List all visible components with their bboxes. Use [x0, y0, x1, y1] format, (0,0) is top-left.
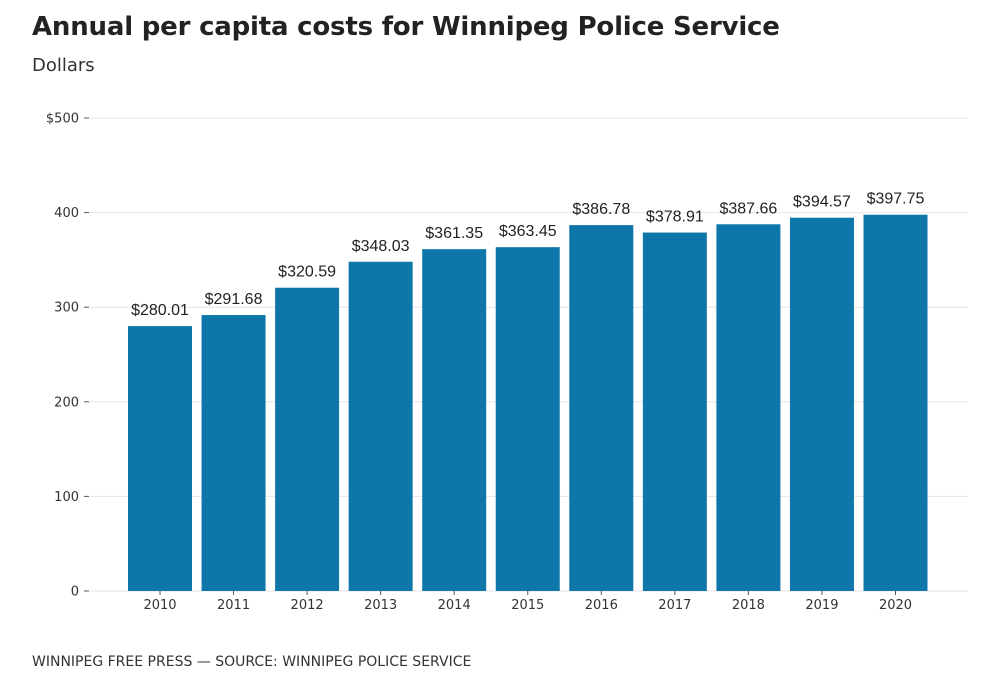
bar-2017	[642, 232, 707, 591]
bar-2016	[569, 225, 634, 591]
y-tick-label: 300	[54, 301, 79, 316]
x-tick-label-2020: 2020	[879, 598, 912, 613]
bar-2013	[348, 261, 413, 591]
data-label-2011: $291.68	[205, 291, 263, 308]
data-label-2015: $363.45	[499, 223, 557, 240]
bar-2015	[495, 247, 560, 591]
x-tick-label-2015: 2015	[511, 598, 544, 613]
bar-2011	[201, 315, 266, 591]
x-tick-label-2014: 2014	[438, 598, 471, 613]
data-label-2016: $386.78	[572, 201, 630, 218]
x-tick-label-2017: 2017	[658, 598, 691, 613]
chart-title: Annual per capita costs for Winnipeg Pol…	[32, 12, 780, 42]
x-tick-label-2018: 2018	[732, 598, 765, 613]
data-label-2019: $394.57	[793, 194, 851, 211]
x-tick-label-2019: 2019	[805, 598, 838, 613]
y-tick-label: 400	[54, 206, 79, 221]
y-tick-label: 0	[71, 585, 79, 600]
bar-2018	[716, 224, 781, 592]
x-tick-label-2013: 2013	[364, 598, 397, 613]
y-tick-label: 100	[54, 490, 79, 505]
bar-2012	[275, 287, 340, 591]
x-tick-label-2016: 2016	[585, 598, 618, 613]
data-label-2014: $361.35	[425, 225, 483, 242]
data-label-2010: $280.01	[131, 302, 189, 319]
y-tick-label: 200	[54, 395, 79, 410]
x-tick-label-2010: 2010	[143, 598, 176, 613]
data-label-2020: $397.75	[867, 191, 925, 208]
bar-2020	[863, 214, 928, 591]
data-label-2013: $348.03	[352, 238, 410, 255]
x-tick-label-2012: 2012	[291, 598, 324, 613]
source-credit: WINNIPEG FREE PRESS — SOURCE: WINNIPEG P…	[32, 654, 472, 670]
bar-2014	[422, 249, 487, 591]
y-tick-label: $500	[46, 112, 79, 127]
data-label-2012: $320.59	[278, 264, 336, 281]
data-label-2017: $378.91	[646, 209, 704, 226]
x-tick-label-2011: 2011	[217, 598, 250, 613]
chart-subtitle: Dollars	[32, 55, 95, 76]
bar-2019	[789, 217, 854, 591]
bar-2010	[128, 326, 192, 591]
data-label-2018: $387.66	[719, 200, 777, 217]
